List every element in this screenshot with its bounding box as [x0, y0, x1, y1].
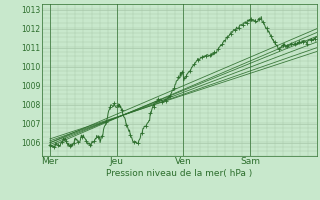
X-axis label: Pression niveau de la mer( hPa ): Pression niveau de la mer( hPa )	[106, 169, 252, 178]
